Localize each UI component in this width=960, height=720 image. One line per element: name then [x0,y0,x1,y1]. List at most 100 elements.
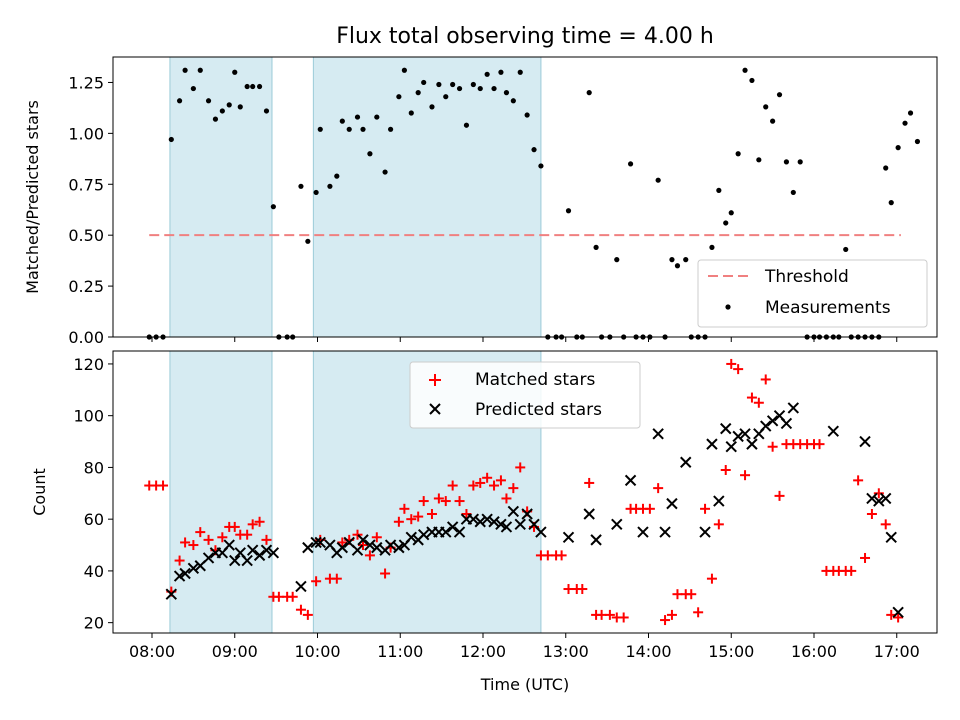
predicted-star-stroke [766,415,779,427]
predicted-star-point [202,552,215,564]
matched-star-point [364,550,375,561]
x-tick-label: 16:00 [791,642,837,661]
predicted-star-stroke [590,534,602,546]
predicted-star-stroke [202,552,215,564]
top-legend: Threshold Measurements [697,259,928,328]
measurement-point [182,67,188,73]
measurement-point [298,183,304,189]
matched-star-point [753,397,764,408]
y-tick-label: 20 [84,614,104,633]
predicted-star-point [624,474,637,487]
x-tick-label: 13:00 [543,642,589,661]
predicted-star-point [357,534,369,546]
predicted-star-stroke [624,474,637,487]
predicted-star-stroke [739,428,751,440]
predicted-star-stroke [535,526,547,538]
predicted-star-stroke [187,562,200,575]
matched-star-point [399,503,410,514]
measurement-point [735,151,741,157]
measurement-point [586,90,592,96]
measurement-point [396,94,402,100]
predicted-star-point [417,528,430,541]
measurement-point [484,71,490,77]
matched-star-point [261,534,272,545]
predicted-star-stroke [165,588,178,600]
matched-star-point [406,514,417,525]
measurement-point [237,104,243,110]
predicted-star-point [314,536,326,549]
matched-star-point [693,607,704,618]
predicted-star-stroke [384,539,397,551]
predicted-star-point [514,518,526,531]
matched-star-point [720,465,731,476]
measurement-point [382,169,388,175]
measurement-point [723,220,729,226]
measurement-point [883,165,889,171]
predicted-star-point [310,536,322,549]
predicted-star-point [467,513,480,525]
predicted-star-point [666,497,678,510]
measurement-point [256,83,263,90]
measurement-point [436,81,442,88]
measurement-point [470,81,476,88]
matched-star-point [577,584,588,595]
measurement-point [219,108,225,114]
predicted-star-point [223,539,235,551]
matched-star-point [760,374,771,385]
top-y-ticks: 0.00 0.25 0.50 0.75 1.00 1.25 [68,73,113,347]
predicted-star-point [173,570,186,582]
bottom-x-ticks: 08:00 09:00 10:00 11:00 12:00 13:00 14:00 15:00… [129,633,920,661]
measurement-point [728,210,734,216]
matched-star-point [217,532,228,543]
predicted-star-point [739,428,751,440]
measurement-point [168,136,174,143]
predicted-star-stroke [495,518,507,531]
predicted-star-point [241,554,253,567]
predicted-star-point [699,526,711,538]
matched-star-point [489,480,500,491]
predicted-star-point [495,518,507,531]
predicted-star-point [866,492,878,505]
matched-star-point [380,568,391,579]
top-shaded-regions [169,56,542,338]
predicted-star-stroke [223,539,235,551]
matched-star-point [746,392,757,403]
measurement-point [776,92,783,98]
matched-star-point [180,537,191,548]
predicted-star-point [787,402,800,414]
predicted-star-stroke [583,508,595,520]
predicted-star-point [725,441,737,453]
predicted-star-point [780,417,793,430]
matched-star-point [644,503,655,514]
predicted-star-point [827,425,840,437]
predicted-star-stroke [699,526,711,538]
matched-star-point [508,483,519,494]
measurement-point [888,200,894,206]
matched-star-point [700,503,711,514]
matched-star-point [515,462,526,473]
measurement-point [895,145,901,151]
matched-star-point [311,576,322,587]
predicted-star-point [680,456,692,468]
matched-star-point [475,477,486,488]
x-tick-label: 09:00 [212,642,258,661]
measurement-point [226,102,232,108]
predicted-star-point [267,547,280,559]
predicted-star-point [562,531,575,543]
predicted-star-stroke [234,547,246,559]
measurement-point [914,138,921,145]
x-tick-label: 17:00 [874,642,920,661]
top-axes-frame [112,56,938,338]
matched-star-point [713,519,724,530]
measurement-point [313,189,319,196]
predicted-star-stroke [725,441,737,453]
predicted-star-stroke [720,422,732,435]
measurement-point [517,69,523,75]
top-y-axis-label: Matched/Predicted stars [23,100,42,294]
legend-threshold-label: Threshold [764,267,849,287]
measurement-point [354,114,361,120]
matched-star-point [880,519,891,530]
predicted-star-stroke [562,531,575,543]
matched-star-point [461,508,472,519]
